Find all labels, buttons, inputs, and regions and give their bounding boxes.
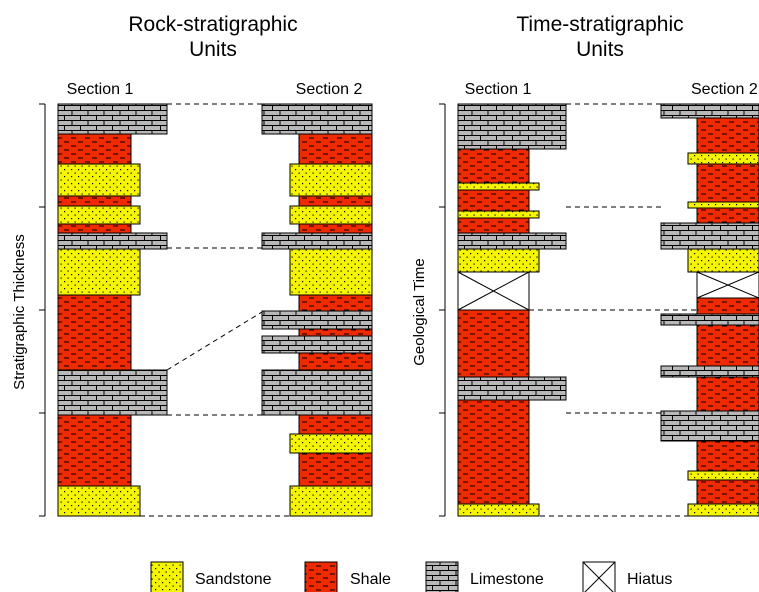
legend-hiatus-swatch bbox=[582, 561, 616, 592]
legend: Sandstone Shale Limestone Hiatus bbox=[150, 561, 672, 592]
shale-bed bbox=[57, 414, 132, 487]
legend-shale-label: Shale bbox=[350, 571, 391, 588]
shale-bed bbox=[457, 217, 530, 234]
rock-axis bbox=[39, 103, 46, 517]
legend-limestone-swatch bbox=[425, 561, 459, 592]
sandstone-bed bbox=[687, 152, 759, 165]
rock-section2-label: Section 2 bbox=[296, 81, 363, 98]
limestone-bed bbox=[660, 410, 759, 442]
legend-sandstone-swatch bbox=[150, 561, 184, 592]
sandstone-bed bbox=[57, 485, 141, 517]
hiatus-block bbox=[696, 271, 759, 299]
shale-bed bbox=[696, 163, 759, 203]
limestone-bed bbox=[660, 222, 759, 250]
rock-axis-label: Stratigraphic Thickness bbox=[11, 234, 28, 390]
limestone-bed bbox=[57, 103, 168, 135]
rock-title-line2: Units bbox=[189, 38, 237, 61]
sandstone-bed bbox=[687, 503, 759, 517]
sandstone-bed bbox=[289, 433, 373, 454]
sandstone-bed bbox=[687, 201, 759, 209]
sandstone-bed bbox=[687, 470, 759, 481]
shale-bed bbox=[457, 189, 530, 212]
time-title-line1: Time-stratigraphic bbox=[516, 13, 683, 36]
time-axis-label: Geological Time bbox=[411, 258, 428, 366]
shale-bed bbox=[298, 414, 373, 435]
time-section1-label: Section 1 bbox=[465, 81, 532, 98]
legend-limestone-label: Limestone bbox=[470, 571, 544, 588]
limestone-bed bbox=[457, 376, 567, 401]
shale-bed bbox=[57, 223, 132, 234]
shale-bed bbox=[57, 294, 132, 371]
shale-bed bbox=[457, 309, 530, 378]
limestone-bed bbox=[660, 313, 759, 326]
rock-title-line1: Rock-stratigraphic bbox=[128, 13, 297, 36]
sandstone-bed bbox=[457, 248, 540, 273]
shale-bed bbox=[298, 328, 373, 337]
sandstone-bed bbox=[289, 248, 373, 296]
shale-bed bbox=[696, 297, 759, 315]
time-axis bbox=[439, 103, 446, 517]
sandstone-bed bbox=[289, 205, 373, 225]
shale-bed bbox=[696, 376, 759, 412]
sandstone-bed bbox=[289, 163, 373, 197]
sandstone-bed bbox=[57, 163, 141, 197]
legend-hiatus-label: Hiatus bbox=[627, 571, 672, 588]
shale-bed bbox=[696, 324, 759, 367]
shale-bed bbox=[696, 207, 759, 224]
time-title-line2: Units bbox=[576, 38, 624, 61]
sandstone-bed bbox=[457, 182, 540, 191]
shale-bed bbox=[298, 452, 373, 487]
limestone-bed bbox=[457, 103, 567, 150]
time-section-2-column bbox=[660, 103, 759, 517]
legend-shale-swatch bbox=[304, 561, 338, 592]
limestone-bed bbox=[261, 369, 373, 416]
rock-section-2-column bbox=[261, 103, 373, 517]
sandstone-bed bbox=[457, 210, 540, 219]
shale-bed bbox=[457, 399, 530, 505]
rock-correlation-diagonal bbox=[166, 311, 263, 371]
rock-section1-label: Section 1 bbox=[67, 81, 134, 98]
limestone-bed bbox=[261, 103, 373, 135]
sandstone-bed bbox=[457, 503, 540, 517]
shale-bed bbox=[696, 479, 759, 505]
shale-bed bbox=[457, 148, 530, 184]
shale-bed bbox=[298, 195, 373, 207]
limestone-bed bbox=[261, 232, 373, 250]
shale-bed bbox=[298, 223, 373, 234]
shale-bed bbox=[57, 195, 132, 207]
limestone-bed bbox=[57, 232, 168, 250]
limestone-bed bbox=[261, 335, 373, 354]
limestone-bed bbox=[57, 369, 168, 416]
limestone-bed bbox=[261, 310, 373, 330]
hiatus-block bbox=[457, 271, 530, 311]
shale-bed bbox=[298, 352, 373, 371]
limestone-bed bbox=[660, 103, 759, 119]
limestone-bed bbox=[457, 232, 567, 250]
sandstone-bed bbox=[57, 248, 141, 296]
time-section-1-column bbox=[457, 103, 567, 517]
shale-bed bbox=[696, 117, 759, 154]
shale-bed bbox=[696, 440, 759, 472]
shale-bed bbox=[298, 133, 373, 165]
sandstone-bed bbox=[57, 205, 141, 225]
shale-bed bbox=[298, 294, 373, 312]
sandstone-bed bbox=[687, 248, 759, 273]
rock-section-1-column bbox=[57, 103, 168, 517]
limestone-bed bbox=[660, 365, 759, 378]
legend-sandstone-label: Sandstone bbox=[195, 571, 272, 588]
time-section2-label: Section 2 bbox=[691, 81, 758, 98]
sandstone-bed bbox=[289, 485, 373, 517]
shale-bed bbox=[57, 133, 132, 165]
correlation-lines bbox=[140, 103, 697, 517]
